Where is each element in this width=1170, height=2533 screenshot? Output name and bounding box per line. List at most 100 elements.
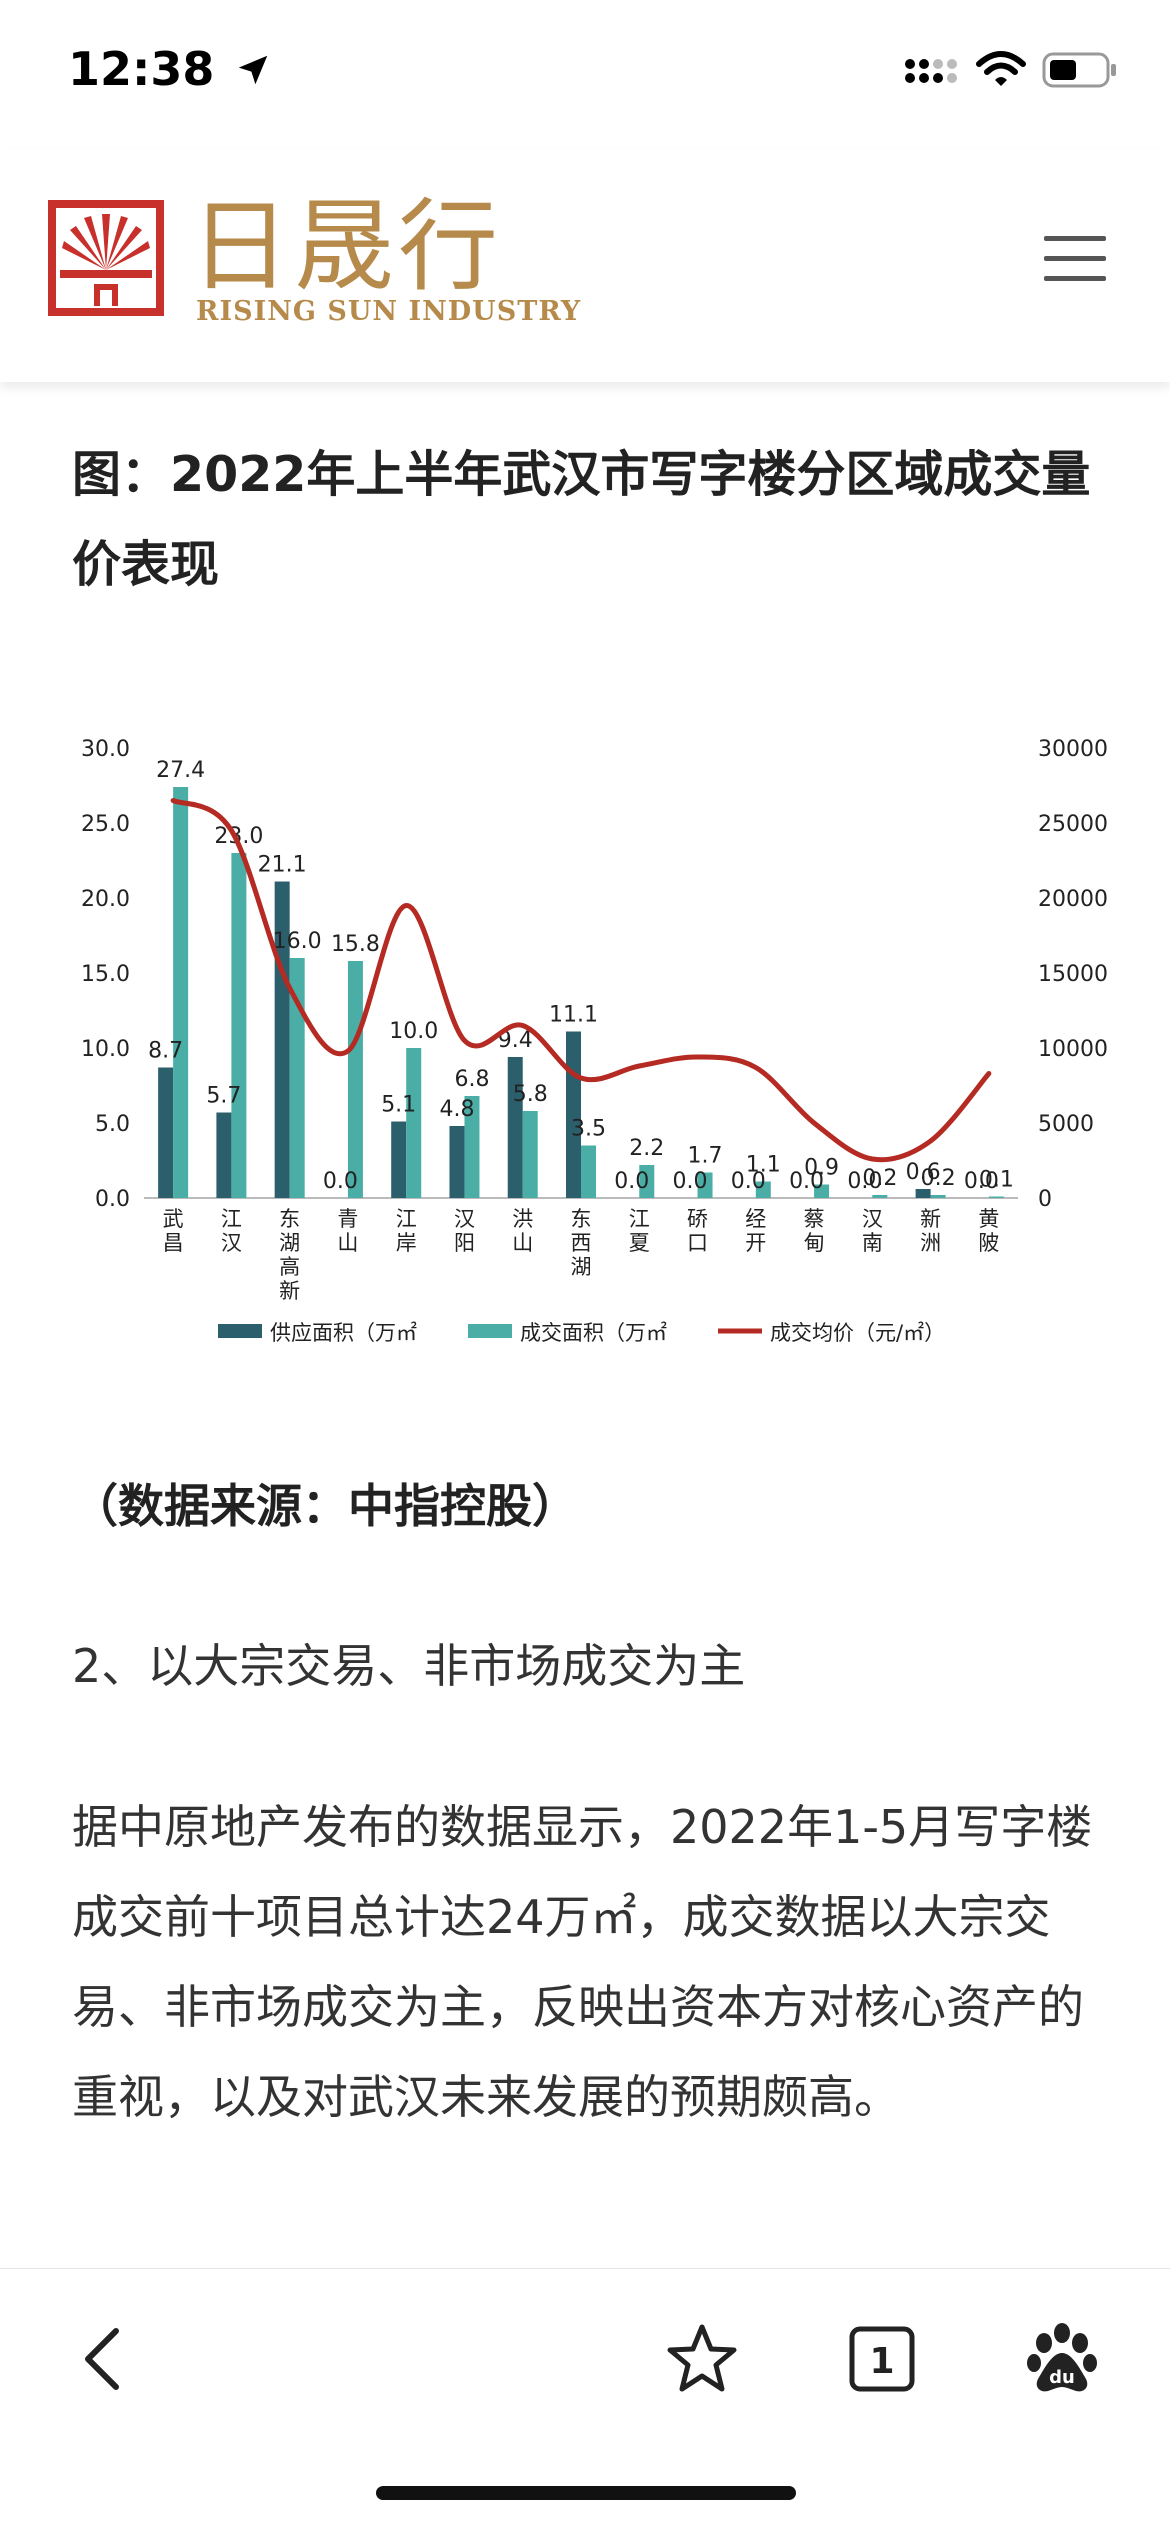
deal-bar-label: 3.5: [571, 1117, 606, 1142]
supply-bar-label: 8.7: [148, 1039, 183, 1064]
deal-bar: [347, 961, 363, 1198]
deal-bar: [581, 1145, 596, 1198]
baidu-paw-icon[interactable]: du: [1022, 2319, 1102, 2399]
x-category-label: 青山: [337, 1207, 358, 1255]
article-paragraph: 据中原地产发布的数据显示，2022年1-5月写字楼成交前十项目总计达24万㎡，成…: [72, 1800, 1093, 2124]
star-bookmark-icon[interactable]: [662, 2319, 742, 2399]
supply-bar-label: 0.0: [323, 1169, 358, 1194]
legend-swatch: [218, 1324, 262, 1338]
deal-bar-label: 6.8: [454, 1067, 489, 1092]
deal-bar: [464, 1096, 480, 1198]
deal-bar-label: 0.9: [804, 1156, 839, 1181]
y-left-tick-label: 15.0: [81, 962, 130, 987]
status-icons: [904, 50, 1118, 100]
avg-price-line: [170, 798, 992, 1163]
home-indicator[interactable]: [376, 2486, 796, 2500]
deal-bar: [697, 1172, 713, 1198]
tab-count-button[interactable]: 1: [842, 2319, 922, 2399]
supply-bar: [158, 1067, 174, 1198]
y-right-tick-label: 25000: [1038, 812, 1108, 837]
x-category-label: 硚口: [687, 1207, 708, 1255]
deal-bar: [231, 853, 247, 1198]
deal-bar: [289, 958, 305, 1198]
supply-bar-label: 21.1: [258, 853, 307, 878]
deal-bar-label: 5.8: [513, 1082, 548, 1107]
y-right-tick-label: 30000: [1038, 737, 1108, 762]
district-office-chart: 0.0 5.0 10.0 15.0 20.0 25.0 30.0 0 5000 10000 150…: [81, 737, 1108, 1345]
rising-sun-logo-icon[interactable]: [48, 200, 164, 316]
x-category-label: 洪山: [512, 1207, 533, 1255]
supply-bar: [449, 1126, 465, 1198]
y-left-tick-label: 25.0: [81, 812, 130, 837]
deal-bar: [406, 1048, 422, 1198]
tabs-square-icon: 1: [849, 2326, 915, 2392]
deal-bar-label: 16.0: [273, 929, 322, 954]
deal-bar: [522, 1111, 538, 1198]
supply-bar-label: 0.0: [614, 1169, 649, 1194]
y-left-tick-label: 20.0: [81, 887, 130, 912]
article-title: 图：2022年上半年武汉市写字楼分区域成交量价表现: [72, 446, 1091, 593]
supply-bar-label: 0.0: [673, 1169, 708, 1194]
supply-bar: [507, 1057, 523, 1198]
legend-label: 成交均价（元/㎡）: [770, 1321, 945, 1345]
deal-bar-label: 1.1: [746, 1153, 781, 1178]
status-bar: 12:38: [0, 0, 1170, 150]
x-category-label: 江岸: [396, 1207, 417, 1255]
deal-bar: [173, 787, 189, 1198]
logo-chinese-name: 日晟行: [190, 188, 502, 305]
deal-bar-label: 15.8: [331, 932, 380, 957]
supply-bar-label: 4.8: [439, 1097, 474, 1122]
legend-swatch: [468, 1324, 512, 1338]
deal-bar: [755, 1181, 771, 1198]
x-category-label: 经开: [745, 1207, 766, 1255]
x-category-label: 江夏: [629, 1207, 650, 1255]
supply-bar: [391, 1121, 407, 1198]
x-category-label: 武昌: [163, 1207, 184, 1255]
logo-english-name: RISING SUN INDUSTRY: [196, 296, 582, 327]
supply-bar-label: 0.0: [731, 1169, 766, 1194]
deal-bar-label: 27.4: [156, 758, 205, 783]
supply-bar-label: 11.1: [549, 1003, 598, 1028]
legend-label: 成交面积（万㎡: [520, 1321, 667, 1345]
deal-bar-label: 2.2: [629, 1136, 664, 1161]
deal-bar-label: 0.2: [921, 1166, 956, 1191]
supply-bar: [216, 1112, 232, 1198]
supply-bar-label: 5.1: [381, 1093, 416, 1118]
deal-bar-label: 1.7: [688, 1144, 723, 1169]
wifi-icon: [975, 51, 1026, 86]
supply-bar-label: 0.0: [847, 1169, 882, 1194]
deal-bar: [930, 1195, 946, 1198]
y-left-tick-label: 10.0: [81, 1037, 130, 1062]
x-category-label: 江汉: [221, 1207, 242, 1255]
x-category-label: 东西湖: [571, 1207, 592, 1279]
y-left-tick-label: 0.0: [95, 1187, 130, 1212]
y-right-tick-label: 20000: [1038, 887, 1108, 912]
x-category-label: 汉南: [862, 1207, 883, 1255]
status-time-text: 12:38: [68, 42, 215, 96]
y-right-tick-label: 15000: [1038, 962, 1108, 987]
supply-bar-label: 0.6: [906, 1160, 941, 1185]
deal-bar-label: 10.0: [389, 1019, 438, 1044]
supply-bar: [566, 1031, 581, 1198]
y-right-tick-label: 0: [1038, 1187, 1052, 1212]
status-time: 12:38: [68, 42, 272, 96]
supply-bar-label: 0.0: [789, 1169, 824, 1194]
supply-bar-label: 5.7: [206, 1084, 241, 1109]
deal-bar: [988, 1196, 1004, 1198]
deal-bar: [872, 1195, 888, 1198]
data-source-note: （数据来源：中指控股）: [72, 1479, 578, 1533]
y-left-tick-label: 5.0: [95, 1112, 130, 1137]
svg-text:du: du: [1049, 2367, 1075, 2388]
deal-bar: [814, 1184, 830, 1198]
back-chevron-icon[interactable]: [64, 2319, 144, 2399]
hamburger-menu-icon[interactable]: [1044, 236, 1106, 282]
y-right-tick-label: 10000: [1038, 1037, 1108, 1062]
deal-bar-label: 0.2: [862, 1166, 897, 1191]
x-category-label: 汉阳: [454, 1207, 475, 1255]
deal-bar: [639, 1165, 655, 1198]
site-header: 日晟行 RISING SUN INDUSTRY: [0, 150, 1170, 382]
y-right-tick-label: 5000: [1038, 1112, 1094, 1137]
deal-bar-label: 0.1: [979, 1168, 1014, 1193]
x-category-label: 东湖高新: [279, 1207, 300, 1303]
legend-label: 供应面积（万㎡: [270, 1321, 417, 1345]
